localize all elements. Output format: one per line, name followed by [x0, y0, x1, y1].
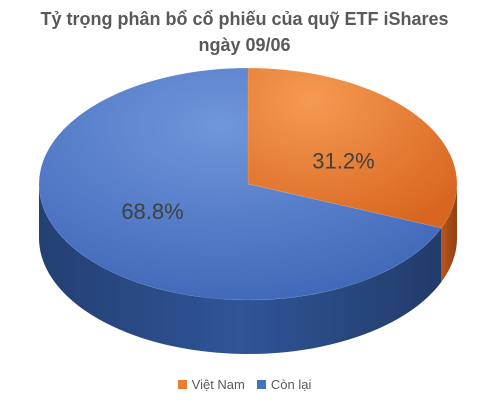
label-layer: 31.2% 68.8%	[121, 148, 374, 223]
legend-item-0: Việt Nam	[177, 377, 245, 392]
legend-label-0: Việt Nam	[191, 377, 245, 392]
pie-slice-side-1	[39, 184, 442, 355]
pie-value-label-0: 31.2%	[312, 148, 374, 173]
chart-title-line2: ngày 09/06	[198, 35, 291, 55]
legend-swatch-0	[177, 380, 187, 389]
legend: Việt Nam Còn lại	[0, 377, 489, 392]
chart-title: Tỷ trọng phân bổ cổ phiếu của quỹ ETF iS…	[0, 6, 489, 58]
pie-slice-side-0	[441, 184, 457, 283]
legend-swatch-1	[256, 380, 266, 389]
pie-slice-1	[38, 67, 442, 301]
legend-label-1: Còn lại	[270, 377, 312, 392]
legend-item-1: Còn lại	[256, 377, 312, 392]
pie-layer	[38, 67, 458, 355]
pie-slice-0	[247, 67, 458, 229]
chart-title-line1: Tỷ trọng phân bổ cổ phiếu của quỹ ETF iS…	[40, 9, 449, 29]
pie-value-label-1: 68.8%	[121, 199, 183, 224]
